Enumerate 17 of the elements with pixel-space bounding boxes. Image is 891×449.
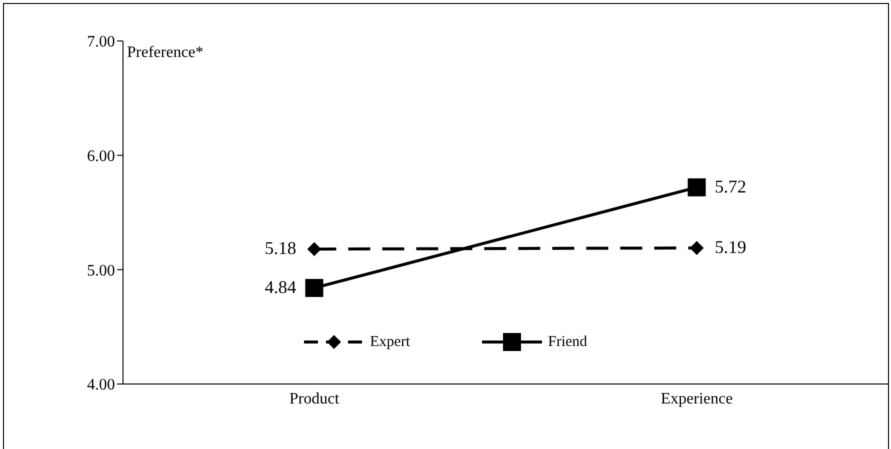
data-label: 5.19 (714, 236, 746, 257)
x-tick-label: Experience (660, 390, 733, 408)
data-label: 5.18 (264, 238, 296, 258)
data-label: 5.72 (714, 176, 746, 196)
point (688, 178, 706, 196)
x-tick-label: Product (289, 390, 340, 408)
point (307, 242, 322, 256)
point (690, 240, 704, 255)
y-tick-label: 7.00 (87, 34, 115, 51)
y-tick-label: 5.00 (87, 262, 115, 280)
y-tick-label: 4.00 (87, 376, 115, 394)
y-axis-title: Preference* (127, 44, 204, 61)
legend-label: Friend (548, 334, 588, 350)
data-label: 4.84 (264, 276, 296, 297)
point (305, 278, 324, 297)
legend-label: Expert (370, 334, 410, 350)
y-tick-label: 6.00 (87, 148, 115, 166)
